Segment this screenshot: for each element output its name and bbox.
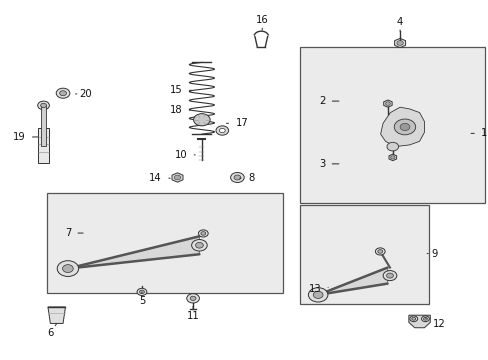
Circle shape [230,172,244,183]
Circle shape [219,129,225,133]
Text: 11: 11 [186,306,199,321]
Circle shape [385,102,389,105]
Text: 1: 1 [470,129,487,138]
Circle shape [60,91,66,96]
Circle shape [191,239,207,251]
Text: 6: 6 [47,323,57,338]
Text: 2: 2 [318,96,338,106]
Circle shape [411,318,415,320]
Circle shape [386,142,398,151]
Polygon shape [318,267,387,295]
Text: 8: 8 [239,173,254,183]
Text: 17: 17 [226,118,248,128]
Text: 19: 19 [13,132,38,142]
Circle shape [38,101,49,110]
Polygon shape [408,315,429,328]
Circle shape [190,296,196,301]
Circle shape [423,318,427,320]
Text: 14: 14 [149,173,170,183]
Text: 20: 20 [76,89,92,99]
Polygon shape [388,154,396,161]
Bar [300,205,428,304]
Polygon shape [68,236,199,269]
Bar [300,47,485,203]
Circle shape [193,114,210,126]
Bar [47,193,283,293]
Circle shape [56,88,70,98]
Circle shape [201,231,205,235]
Circle shape [174,175,180,180]
Circle shape [386,273,392,278]
Polygon shape [383,100,391,107]
Polygon shape [394,39,405,48]
Text: 4: 4 [396,17,403,31]
Circle shape [139,290,144,294]
Bar [41,105,46,145]
Circle shape [137,288,146,296]
Polygon shape [172,173,183,182]
Bar [38,129,49,163]
Text: 12: 12 [425,318,445,329]
Circle shape [62,265,73,273]
Circle shape [383,271,396,280]
Circle shape [409,316,417,321]
Text: 13: 13 [308,284,327,294]
Text: 18: 18 [169,105,190,115]
Circle shape [313,291,323,298]
Text: 3: 3 [318,159,338,169]
Text: 15: 15 [169,85,192,95]
Circle shape [390,156,394,159]
Circle shape [377,250,382,253]
Circle shape [234,175,240,180]
Circle shape [393,119,415,135]
Circle shape [198,230,208,237]
Circle shape [195,242,203,248]
Text: 7: 7 [64,228,83,238]
Text: 5: 5 [139,292,145,306]
Circle shape [396,41,403,45]
Polygon shape [380,107,424,147]
Circle shape [186,294,199,303]
Text: 9: 9 [427,248,436,258]
Circle shape [216,126,228,135]
Circle shape [399,123,409,131]
Circle shape [57,261,79,276]
Circle shape [308,288,327,302]
Text: 16: 16 [255,15,268,30]
Polygon shape [48,307,65,323]
Circle shape [375,248,385,255]
Circle shape [41,103,46,108]
Circle shape [421,316,428,321]
Text: 10: 10 [174,150,195,160]
